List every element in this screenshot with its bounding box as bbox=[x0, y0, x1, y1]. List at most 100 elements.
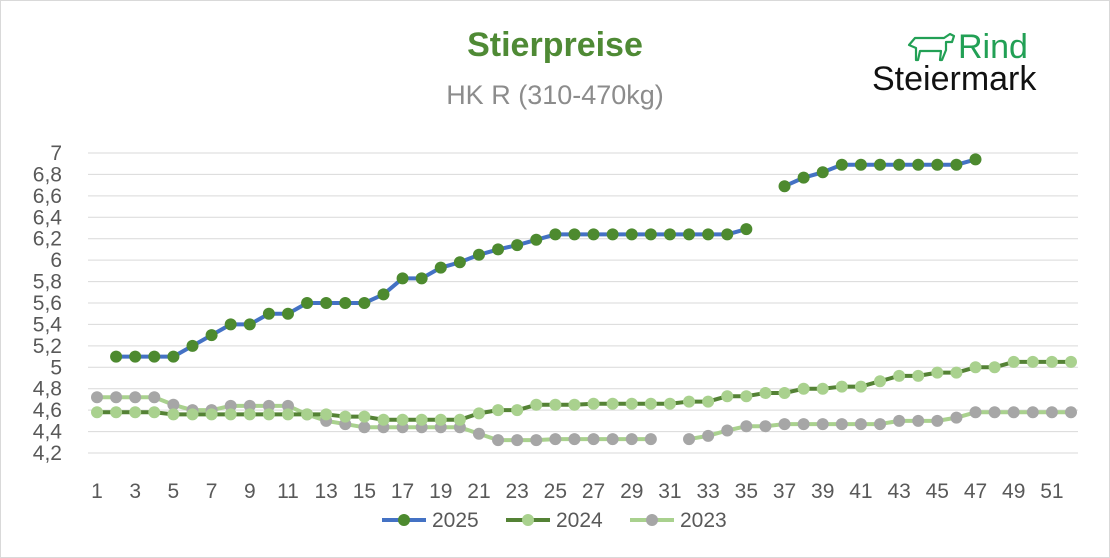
data-point bbox=[339, 410, 352, 423]
data-point bbox=[835, 418, 848, 431]
data-point bbox=[530, 434, 543, 447]
x-tick-label: 27 bbox=[582, 480, 605, 503]
series-2024 bbox=[91, 355, 1077, 426]
data-point bbox=[854, 380, 867, 393]
x-tick-label: 9 bbox=[244, 480, 256, 503]
data-point bbox=[224, 399, 237, 412]
data-point bbox=[205, 329, 218, 342]
data-point bbox=[377, 288, 390, 301]
data-point bbox=[301, 297, 314, 309]
data-point bbox=[816, 382, 829, 395]
data-point bbox=[110, 406, 123, 419]
data-point bbox=[511, 239, 524, 252]
data-point bbox=[243, 408, 256, 421]
data-point bbox=[1026, 355, 1039, 368]
data-point bbox=[912, 158, 925, 171]
legend-marker bbox=[522, 514, 534, 526]
data-point bbox=[1065, 406, 1077, 419]
data-point bbox=[358, 421, 371, 434]
data-point bbox=[549, 228, 562, 241]
data-point bbox=[1045, 406, 1058, 419]
data-point bbox=[320, 297, 333, 309]
cow-icon bbox=[907, 32, 956, 62]
data-point bbox=[129, 350, 142, 363]
y-tick-label: 4,6 bbox=[33, 399, 62, 422]
data-point bbox=[339, 297, 352, 309]
data-point bbox=[1007, 406, 1020, 419]
data-point bbox=[434, 261, 447, 274]
data-point bbox=[721, 424, 734, 437]
data-point bbox=[262, 307, 275, 320]
data-point bbox=[606, 397, 619, 410]
data-point bbox=[606, 228, 619, 241]
data-point bbox=[243, 318, 256, 331]
y-tick-label: 5 bbox=[50, 356, 62, 379]
x-tick-label: 1 bbox=[91, 480, 103, 503]
data-point bbox=[721, 228, 734, 241]
data-point bbox=[224, 318, 237, 331]
data-point bbox=[396, 413, 409, 426]
data-point bbox=[148, 391, 161, 404]
data-point bbox=[492, 243, 505, 256]
data-point bbox=[568, 433, 581, 446]
data-point bbox=[453, 413, 466, 426]
series-line bbox=[116, 227, 747, 359]
series-line bbox=[97, 359, 1071, 422]
data-point bbox=[358, 410, 371, 423]
legend-label: 2024 bbox=[556, 509, 603, 532]
x-tick-label: 39 bbox=[811, 480, 834, 503]
data-point bbox=[186, 408, 199, 421]
legend-marker bbox=[398, 514, 410, 526]
data-point bbox=[988, 406, 1001, 419]
data-point bbox=[262, 399, 275, 412]
legend: 2025 2024 2023 bbox=[382, 509, 727, 532]
data-point bbox=[167, 350, 180, 363]
x-tick-label: 43 bbox=[887, 480, 910, 503]
data-point bbox=[702, 228, 715, 241]
series-2025 bbox=[110, 153, 982, 363]
data-point bbox=[683, 433, 696, 446]
data-point bbox=[91, 406, 103, 419]
data-point bbox=[778, 418, 791, 431]
data-point bbox=[511, 404, 524, 417]
data-point bbox=[759, 387, 772, 399]
data-point bbox=[320, 408, 333, 421]
rind-steiermark-logo: Rind Steiermark bbox=[872, 28, 1072, 100]
x-tick-label: 45 bbox=[926, 480, 949, 503]
data-point bbox=[854, 158, 867, 171]
data-point bbox=[663, 228, 676, 241]
y-tick-label: 6,2 bbox=[33, 228, 62, 251]
data-point bbox=[167, 408, 180, 421]
y-tick-label: 6 bbox=[50, 249, 62, 272]
data-point bbox=[721, 390, 734, 403]
x-tick-label: 47 bbox=[964, 480, 987, 503]
x-tick-label: 37 bbox=[773, 480, 796, 503]
data-point bbox=[415, 413, 428, 426]
data-point bbox=[587, 397, 600, 410]
data-point bbox=[224, 408, 237, 421]
data-point bbox=[740, 223, 753, 236]
data-point bbox=[262, 408, 275, 421]
logo-word-steiermark: Steiermark bbox=[872, 60, 1037, 98]
x-tick-label: 11 bbox=[277, 480, 299, 503]
data-point bbox=[683, 395, 696, 408]
x-tick-label: 7 bbox=[206, 480, 218, 503]
data-point bbox=[912, 414, 925, 427]
data-point bbox=[453, 256, 466, 269]
data-point bbox=[663, 397, 676, 410]
data-point bbox=[816, 166, 829, 179]
data-point bbox=[1026, 406, 1039, 419]
data-point bbox=[530, 398, 543, 411]
series-group bbox=[91, 153, 1077, 447]
x-tick-label: 49 bbox=[1002, 480, 1025, 503]
data-point bbox=[931, 158, 944, 171]
data-point bbox=[816, 418, 829, 431]
data-point bbox=[644, 433, 657, 446]
data-point bbox=[759, 420, 772, 433]
data-point bbox=[893, 414, 906, 427]
y-tick-label: 6,8 bbox=[33, 163, 62, 186]
data-point bbox=[893, 369, 906, 382]
data-point bbox=[91, 391, 103, 404]
data-point bbox=[950, 411, 963, 424]
data-point bbox=[587, 433, 600, 446]
